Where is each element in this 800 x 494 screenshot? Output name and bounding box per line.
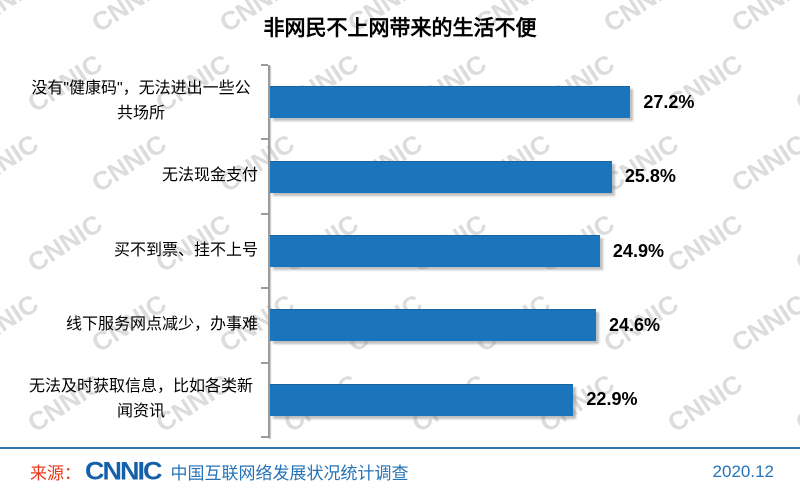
chart-row: 买不到票、挂不上号 24.9%: [0, 214, 800, 288]
cnnic-logo: CNNIC: [85, 457, 162, 485]
source-text: 中国互联网络发展状况统计调查: [170, 464, 409, 483]
footer: 来源： CNNIC 中国互联网络发展状况统计调查 2020.12: [0, 447, 800, 494]
category-label-cell: 无法现金支付: [0, 164, 270, 189]
category-label-cell: 买不到票、挂不上号: [0, 239, 270, 264]
category-label: 线下服务网点减少，办事难: [65, 316, 258, 334]
y-axis-line: [268, 65, 270, 438]
category-label: 无法及时获取信息，比如各类新闻资讯: [28, 378, 253, 420]
axis-tick: [261, 212, 268, 215]
axis-tick: [261, 138, 268, 141]
bar-cell: 25.8%: [270, 139, 800, 213]
value-label: 24.9%: [612, 240, 664, 261]
chart-row: 线下服务网点减少，办事难 24.6%: [0, 288, 800, 362]
chart-title: 非网民不上网带来的生活不便: [263, 17, 537, 40]
axis-tick: [261, 64, 268, 66]
date-label: 2020.12: [712, 461, 774, 481]
bar-cell: 22.9%: [270, 363, 800, 437]
bar: [270, 309, 596, 342]
bar-chart: 没有"健康码"，无法进出一些公共场所 27.2% 无法现金支付 25.8% 买不…: [0, 65, 800, 437]
value-label: 25.8%: [624, 166, 676, 187]
axis-tick: [261, 436, 268, 438]
category-label-cell: 无法及时获取信息，比如各类新闻资讯: [0, 375, 270, 425]
value-label: 22.9%: [586, 389, 638, 410]
value-label: 27.2%: [643, 91, 695, 112]
chart-row: 无法现金支付 25.8%: [0, 139, 800, 213]
bar: [270, 235, 600, 268]
bar-cell: 27.2%: [270, 65, 800, 139]
bar: [270, 383, 574, 416]
bar: [270, 86, 631, 119]
bar-cell: 24.9%: [270, 214, 800, 288]
source-prefix-label: 来源：: [30, 464, 81, 483]
bar: [270, 160, 612, 193]
axis-tick: [261, 287, 268, 290]
axis-tick: [261, 361, 268, 364]
chart-row: 无法及时获取信息，比如各类新闻资讯 22.9%: [0, 363, 800, 437]
bar-cell: 24.6%: [270, 288, 800, 362]
category-label: 没有"健康码"，无法进出一些公共场所: [31, 80, 251, 123]
category-label: 买不到票、挂不上号: [113, 241, 258, 259]
category-label-cell: 没有"健康码"，无法进出一些公共场所: [0, 77, 270, 127]
chart-row: 没有"健康码"，无法进出一些公共场所 27.2%: [0, 65, 800, 139]
category-label: 无法现金支付: [161, 167, 258, 185]
category-label-cell: 线下服务网点减少，办事难: [0, 313, 270, 338]
value-label: 24.6%: [608, 314, 660, 335]
